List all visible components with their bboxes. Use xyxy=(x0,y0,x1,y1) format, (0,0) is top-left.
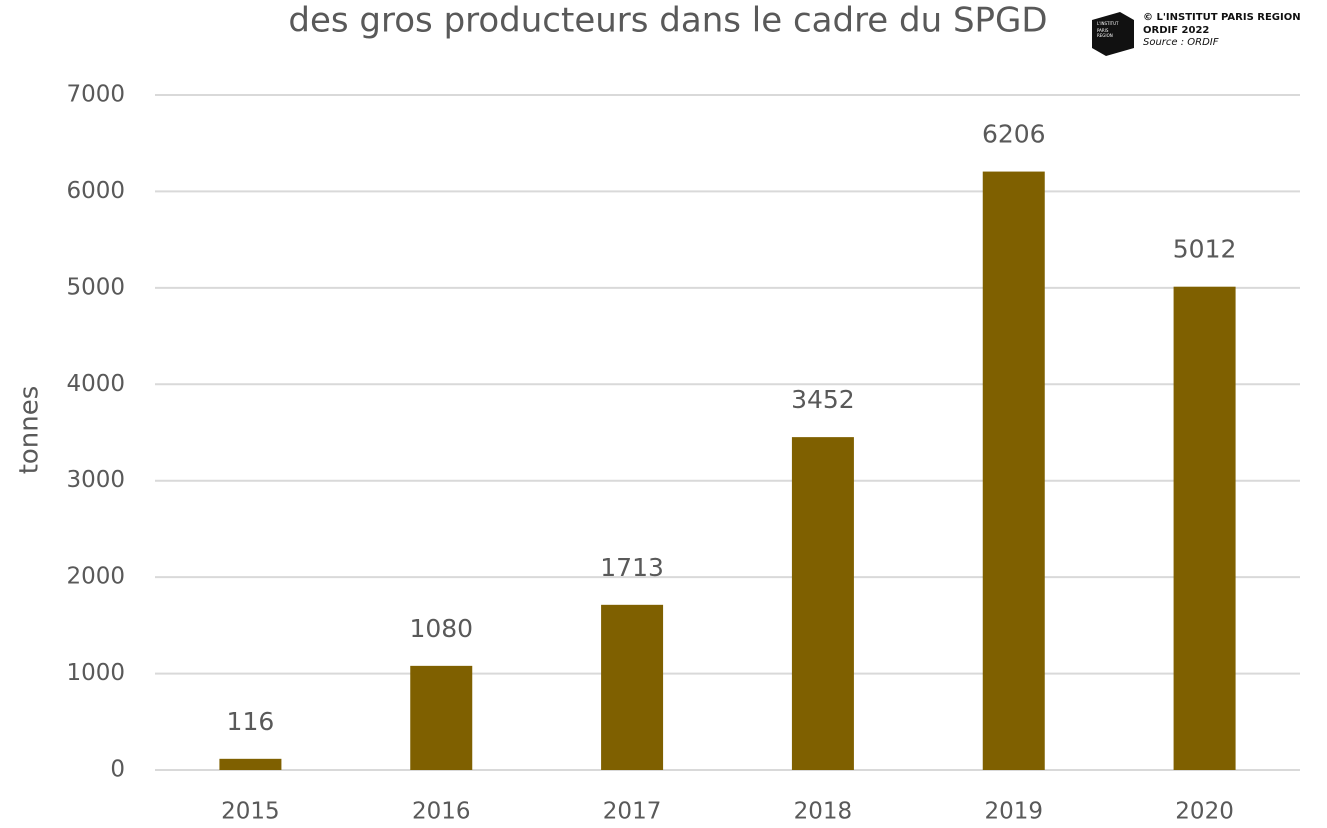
x-tick-label: 2019 xyxy=(984,799,1043,825)
bar xyxy=(219,758,282,770)
bar xyxy=(791,437,854,770)
y-tick-label: 5000 xyxy=(66,274,125,300)
credit: L'INSTITUT PARIS REGION © L'INSTITUT PAR… xyxy=(1092,12,1301,56)
chart-title: des gros producteurs dans le cadre du SP… xyxy=(288,1,1047,41)
logo-icon xyxy=(1092,12,1134,56)
data-label: 6206 xyxy=(982,120,1046,149)
logo-text: PARIS xyxy=(1097,28,1109,33)
data-label: 1080 xyxy=(409,614,473,643)
y-tick-label: 7000 xyxy=(66,82,125,108)
bar xyxy=(982,171,1045,771)
y-tick-label: 1000 xyxy=(66,660,125,686)
x-tick-label: 2020 xyxy=(1175,799,1234,825)
x-tick-label: 2016 xyxy=(412,799,471,825)
bar xyxy=(410,665,473,770)
data-label: 1713 xyxy=(600,553,664,582)
bar xyxy=(601,604,664,770)
y-tick-label: 3000 xyxy=(66,467,125,493)
logo-text: REGION xyxy=(1097,33,1113,38)
x-tick-label: 2015 xyxy=(221,799,280,825)
bar xyxy=(1173,286,1236,770)
x-tick-label: 2017 xyxy=(603,799,662,825)
y-tick-label: 6000 xyxy=(66,178,125,204)
data-label: 116 xyxy=(227,707,275,736)
y-tick-label: 2000 xyxy=(66,564,125,590)
credit-line: Source : ORDIF xyxy=(1143,37,1219,48)
data-label: 5012 xyxy=(1173,235,1237,264)
credit-line: ORDIF 2022 xyxy=(1143,25,1209,36)
logo-text: L'INSTITUT xyxy=(1097,21,1119,26)
y-tick-label: 4000 xyxy=(66,371,125,397)
data-label: 3452 xyxy=(791,385,855,414)
credit-line: © L'INSTITUT PARIS REGION xyxy=(1143,12,1301,23)
y-axis-label: tonnes xyxy=(15,386,45,475)
y-tick-label: 0 xyxy=(110,757,125,783)
x-tick-label: 2018 xyxy=(794,799,853,825)
